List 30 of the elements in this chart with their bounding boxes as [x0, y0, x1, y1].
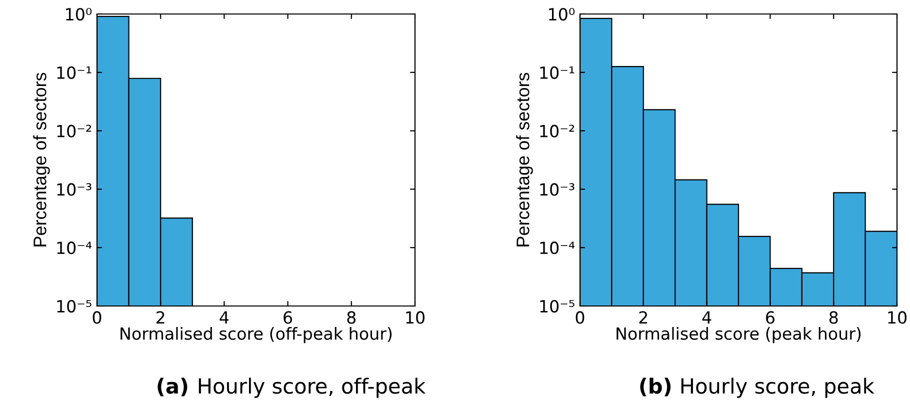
x-tick-label: 10	[888, 311, 906, 324]
x-tick-label: 6	[766, 311, 774, 324]
x-tick-label: 0	[92, 311, 102, 324]
y-tick-label: 10⁻⁵	[540, 300, 574, 313]
text: (a) Hourly score, off-peak	[158, 378, 426, 398]
x-tick-label: 10	[406, 311, 424, 324]
x-axis-title: Normalised score (peak hour)	[616, 326, 861, 344]
x-tick-label: 4	[220, 311, 229, 324]
y-tick-label: 10⁰	[549, 8, 575, 21]
x-tick-label: 8	[347, 311, 356, 324]
y-tick-label: 10⁻¹	[57, 66, 92, 79]
x-tick-label: 0	[576, 311, 584, 324]
x-tick-label: 8	[829, 311, 838, 324]
y-tick-label: 10⁰	[66, 8, 92, 21]
x-tick-label: 6	[284, 311, 292, 324]
x-tick-label: 2	[639, 311, 648, 324]
y-tick-label: 10⁻⁴	[57, 242, 92, 254]
x-tick-label: 2	[156, 311, 164, 324]
y-tick-label: 10⁻²	[540, 124, 574, 138]
y-axis-title: Percentage of sectors	[516, 72, 533, 246]
y-tick-label: 10⁻³	[540, 183, 574, 196]
y-tick-label: 10⁻³	[57, 183, 92, 196]
y-axis-title: Percentage of sectors	[33, 72, 50, 246]
x-axis-title: Normalised score (off-peak hour)	[120, 326, 392, 344]
y-tick-label: 10⁻¹	[540, 66, 574, 79]
text: (b) Hourly score, peak	[640, 378, 874, 398]
y-tick-label: 10⁻⁵	[57, 300, 92, 313]
y-tick-label: 10⁻⁴	[540, 242, 575, 254]
y-tick-label: 10⁻²	[57, 124, 92, 138]
x-tick-label: 4	[702, 311, 712, 324]
